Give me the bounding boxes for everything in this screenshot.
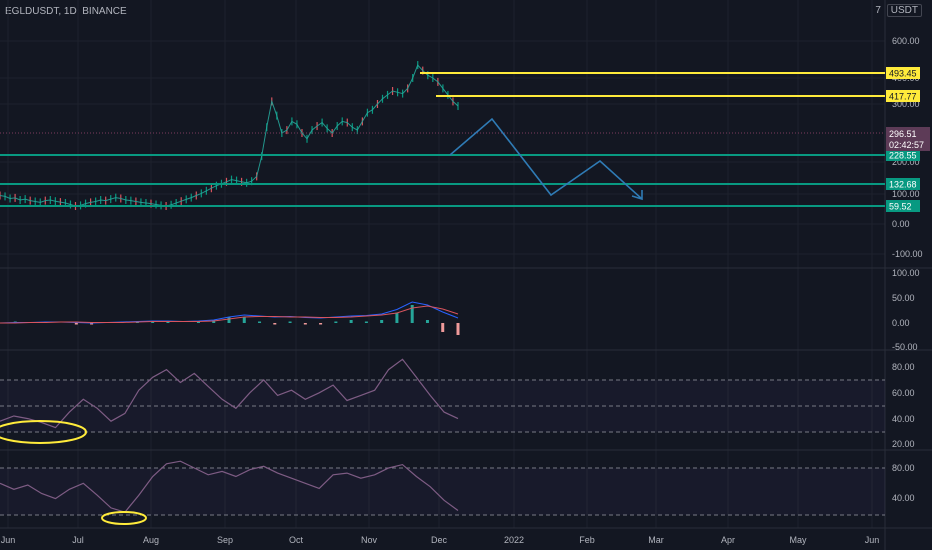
time-tick-label: 2022 [504,535,524,545]
signal-line [0,305,459,324]
macd-tick-label: 0.00 [892,318,910,328]
grid [0,0,885,528]
time-tick-label: Jun [865,535,880,545]
level-label-bg [886,178,920,190]
time-tick-label: Nov [361,535,378,545]
stoch-tick-label: 40.00 [892,493,915,503]
stochrsi-pane[interactable] [0,460,885,516]
projection-path [449,117,643,200]
time-tick-label: Jun [1,535,16,545]
level-label-bg [886,200,920,212]
rsi-line [0,358,459,429]
level-label: 228.55 [889,151,917,161]
level-label: 493.45 [889,69,917,79]
level-label: 59.52 [889,202,912,212]
rsi-tick-label: 40.00 [892,414,915,424]
price-tick-label: 100.00 [892,189,920,199]
time-tick-label: Mar [648,535,664,545]
level-label: 417.77 [889,92,917,102]
stoch-band [0,468,885,515]
time-tick-label: Dec [431,535,448,545]
price-tick-label: 0.00 [892,219,910,229]
currency-label[interactable]: USDT [886,4,922,17]
level-label: 132.68 [889,180,917,190]
rsi-tick-label: 20.00 [892,439,915,449]
projection-arrowhead [631,190,643,201]
rsi-pane[interactable] [0,358,885,433]
current-price-label: 296.51 [889,129,917,139]
level-label-bg [886,67,920,79]
time-tick-label: May [789,535,807,545]
price-tick-label: -100.00 [892,249,923,259]
current-price-bg [886,127,930,151]
macd-tick-label: -50.00 [892,342,918,352]
rsi-highlight-ellipse [0,420,87,444]
price-tick-label: 200.00 [892,157,920,167]
time-tick-label: Aug [143,535,159,545]
rsi-tick-label: 80.00 [892,362,915,372]
price-tick-label: 600.00 [892,36,920,46]
price-pane[interactable] [0,61,885,210]
time-tick-label: Jul [72,535,84,545]
countdown-label: 02:42:57 [889,140,924,150]
price-tick-label: 300.00 [892,99,920,109]
time-tick-label: Apr [721,535,735,545]
symbol-header: EGLDUSDT, 1D, BINANCE [5,6,127,17]
macd-tick-label: 50.00 [892,293,915,303]
price-axis: 600.00400.00300.00200.00100.000.00-100.0… [886,36,930,503]
rsi-tick-label: 60.00 [892,388,915,398]
time-axis: Jun Jul Aug Sep Oct Nov Dec 2022 Feb Mar Apr May Jun [1,535,880,545]
stoch-highlight-ellipse [101,511,147,525]
level-label-bg [886,149,920,161]
currency-selector[interactable]: 7 USDT [875,4,922,17]
log-flag: 7 [875,5,881,16]
time-tick-label: Oct [289,535,304,545]
macd-tick-label: 100.00 [892,268,920,278]
time-tick-label: Feb [579,535,595,545]
macd-pane[interactable] [0,301,460,335]
symbol-line: EGLDUSDT, 1D, BINANCE [5,6,127,17]
time-tick-label: Sep [217,535,233,545]
stoch-tick-label: 80.00 [892,463,915,473]
drawing-annotations[interactable] [0,117,643,525]
level-label-bg [886,90,920,102]
stoch-line [0,460,459,513]
